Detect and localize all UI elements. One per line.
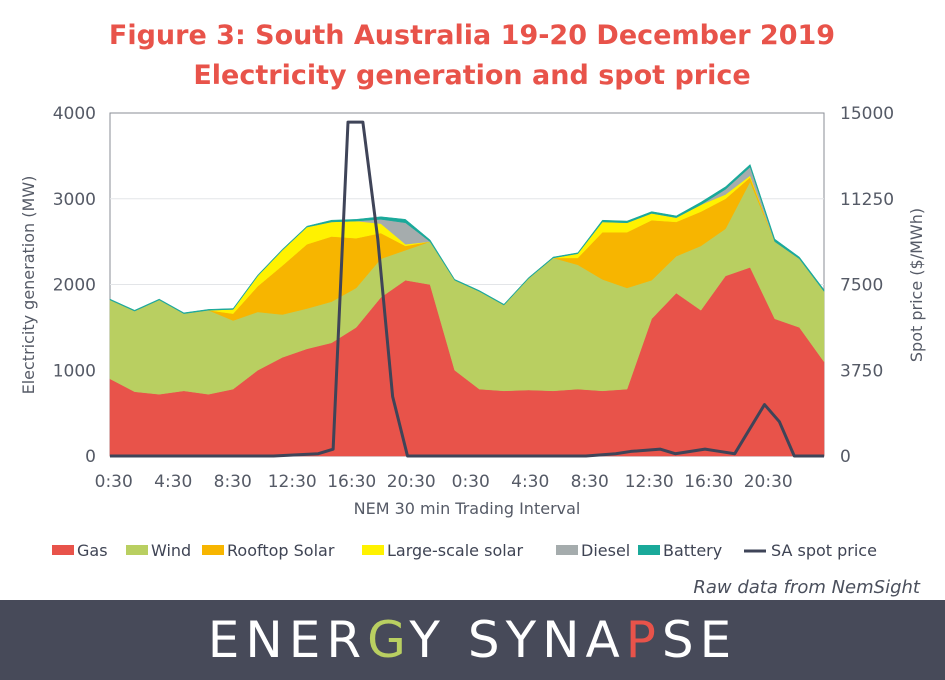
legend-swatch [202, 545, 224, 555]
y2-tick-label: 11250 [840, 190, 894, 210]
x-tick-label: 0:30 [452, 472, 490, 492]
source-note: Raw data from NemSight [693, 577, 921, 598]
logo-letter: Y [409, 611, 446, 669]
legend-swatch [362, 545, 384, 555]
logo-letter: E [699, 611, 738, 669]
legend: Gas Wind Rooftop Solar Large-scale solar Die… [52, 541, 877, 560]
x-tick-label: 16:30 [327, 472, 376, 492]
x-axis-ticks: 0:30 4:30 8:30 12:30 16:30 20:30 0:30 4:30 8:30 1… [95, 472, 793, 492]
y-tick-label: 3000 [53, 190, 96, 210]
x-tick-label: 0:30 [95, 472, 133, 492]
y2-tick-label: 15000 [840, 104, 894, 124]
y-axis-label: Electricity generation (MW) [19, 176, 38, 395]
logo-letter: R [326, 611, 368, 669]
y2-tick-label: 7500 [840, 276, 883, 296]
x-tick-label: 20:30 [744, 472, 793, 492]
logo-letter: G [367, 611, 410, 669]
y-tick-label: 4000 [53, 104, 96, 124]
chart: Figure 3: South Australia 19-20 December… [19, 20, 926, 598]
y-tick-label: 0 [85, 447, 96, 467]
logo-letter: E [288, 611, 327, 669]
legend-label: Battery [663, 541, 722, 560]
legend-label: Rooftop Solar [227, 541, 335, 560]
legend-label: SA spot price [771, 541, 877, 560]
y-axis-ticks: 0 1000 2000 3000 4000 [53, 104, 96, 467]
x-tick-label: 4:30 [154, 472, 192, 492]
logo-letter: S [467, 611, 506, 669]
logo-letter: N [542, 611, 586, 669]
y-tick-label: 2000 [53, 276, 96, 296]
legend-label: Gas [77, 541, 108, 560]
y-tick-label: 1000 [53, 361, 96, 381]
logo-letter: E [207, 611, 246, 669]
x-tick-label: 20:30 [387, 472, 436, 492]
price-line-group [110, 120, 824, 458]
legend-swatch [126, 545, 148, 555]
chart-subtitle: Electricity generation and spot price [193, 60, 750, 91]
logo-letter: S [661, 611, 700, 669]
logo-letter: A [585, 611, 626, 669]
y2-axis-label: Spot price ($/MWh) [907, 208, 926, 362]
legend-swatch [52, 545, 74, 555]
logo-letter [446, 611, 468, 669]
x-tick-label: 16:30 [684, 472, 733, 492]
y2-tick-label: 3750 [840, 361, 883, 381]
area-battery [109, 164, 825, 314]
logo-letter: Y [505, 611, 543, 669]
legend-label: Diesel [581, 541, 630, 560]
y2-axis-ticks: 0 3750 7500 11250 15000 [840, 104, 894, 467]
legend-swatch [638, 545, 660, 555]
legend-swatch [556, 545, 578, 555]
sa-spot-price-line [110, 120, 824, 458]
x-axis-label: NEM 30 min Trading Interval [354, 499, 581, 518]
x-tick-label: 12:30 [268, 472, 317, 492]
stacked-areas [109, 164, 825, 457]
logo-letter: P [625, 611, 662, 669]
x-tick-label: 8:30 [214, 472, 252, 492]
y2-tick-label: 0 [840, 447, 851, 467]
chart-title: Figure 3: South Australia 19-20 December… [109, 20, 835, 51]
footer-banner: ENERGY SYNAPSE [0, 600, 945, 680]
legend-label: Wind [151, 541, 191, 560]
energy-synapse-logo: ENERGY SYNAPSE [208, 611, 737, 669]
x-tick-label: 4:30 [511, 472, 549, 492]
legend-label: Large-scale solar [387, 541, 523, 560]
x-tick-label: 8:30 [571, 472, 609, 492]
logo-letter: N [245, 611, 289, 669]
x-tick-label: 12:30 [625, 472, 674, 492]
